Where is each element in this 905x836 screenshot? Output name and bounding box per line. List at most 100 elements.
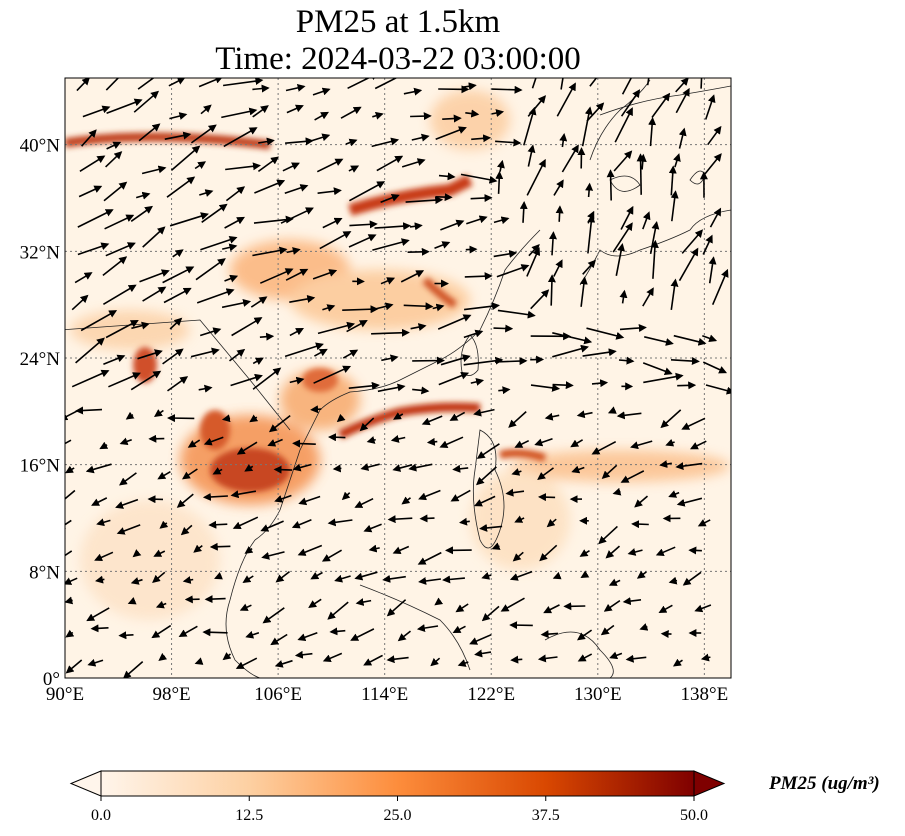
wind-arrow <box>275 570 290 583</box>
wind-arrow <box>622 597 642 606</box>
wind-arrow <box>493 324 514 333</box>
wind-arrow <box>314 111 329 121</box>
wind-arrow <box>348 381 380 390</box>
wind-arrow <box>200 235 238 251</box>
wind-arrow <box>65 550 73 557</box>
wind-arrow <box>125 411 135 420</box>
wind-arrow <box>618 356 635 365</box>
wind-arrow <box>434 241 451 249</box>
wind-arrow <box>244 464 254 472</box>
wind-arrow <box>187 439 201 448</box>
wind-arrow <box>434 597 444 606</box>
wind-arrow <box>439 436 464 448</box>
wind-arrow <box>465 109 480 118</box>
wind-arrow <box>368 544 380 553</box>
wind-arrow <box>102 256 128 277</box>
wind-arrow <box>321 549 343 562</box>
wind-arrow <box>242 575 254 583</box>
wind-arrow <box>261 551 285 560</box>
wind-arrow <box>442 575 465 584</box>
wind-arrow <box>442 114 462 123</box>
wind-arrow <box>350 628 375 641</box>
wind-arrow <box>285 268 309 281</box>
map-title: PM25 at 1.5km <box>295 4 501 40</box>
wind-arrow <box>426 437 438 446</box>
wind-arrow <box>586 327 625 340</box>
wind-arrow <box>65 659 83 674</box>
wind-arrow <box>608 578 621 586</box>
wind-arrow <box>249 414 259 423</box>
wind-arrow <box>198 384 213 393</box>
wind-arrow <box>466 215 488 225</box>
wind-arrow <box>675 462 703 471</box>
wind-vectors <box>65 78 731 678</box>
wind-arrow <box>95 575 105 584</box>
wind-arrow <box>401 158 426 168</box>
wind-arrow <box>349 181 386 202</box>
wind-arrow <box>94 551 114 562</box>
wind-arrow <box>130 205 154 222</box>
wind-arrow <box>381 354 399 363</box>
wind-arrow <box>512 551 524 562</box>
wind-arrow <box>280 207 314 224</box>
wind-arrow <box>498 386 511 395</box>
wind-arrow <box>366 436 376 444</box>
wind-arrow <box>252 246 288 257</box>
wind-arrow <box>312 87 331 96</box>
wind-arrow <box>153 549 166 557</box>
wind-arrow <box>407 247 430 256</box>
wind-arrow <box>354 571 378 581</box>
wind-arrow <box>464 302 500 311</box>
wind-arrow <box>76 78 91 92</box>
wind-arrow <box>552 344 589 358</box>
wind-arrow <box>531 78 537 89</box>
wind-arrow <box>208 520 228 529</box>
wind-arrow <box>700 78 703 89</box>
wind-arrow <box>376 155 404 172</box>
wind-arrow <box>340 106 362 119</box>
wind-arrow <box>71 369 110 388</box>
wind-arrow <box>481 571 492 580</box>
wind-arrow <box>403 87 423 96</box>
wind-arrow <box>670 357 700 366</box>
wind-arrow <box>85 463 112 474</box>
wind-arrow <box>239 603 252 611</box>
wind-arrow <box>582 259 596 275</box>
wind-arrow <box>417 551 442 565</box>
wind-arrow <box>65 465 75 474</box>
wind-arrow <box>673 153 681 168</box>
wind-arrow <box>474 495 496 507</box>
wind-arrow <box>169 112 188 120</box>
wind-arrow <box>452 464 469 473</box>
wind-arrow <box>615 243 626 276</box>
wind-arrow <box>102 284 137 305</box>
wind-arrow <box>167 376 189 392</box>
wind-arrow <box>673 334 707 346</box>
wind-arrow <box>158 652 168 661</box>
wind-arrow <box>139 269 170 283</box>
wind-arrow <box>166 176 196 198</box>
wind-arrow <box>286 247 301 255</box>
wind-arrow <box>78 185 103 198</box>
wind-arrow <box>601 464 618 479</box>
wind-arrow <box>105 151 123 168</box>
wind-arrow <box>250 296 268 308</box>
wind-arrow <box>616 411 642 420</box>
wind-arrow <box>621 78 633 95</box>
wind-arrow <box>668 490 680 498</box>
wind-arrow <box>119 472 137 486</box>
wind-arrow <box>262 607 285 624</box>
wind-arrow <box>600 624 615 636</box>
wind-arrow <box>360 463 380 471</box>
wind-arrow <box>199 327 222 337</box>
wind-arrow <box>90 624 109 633</box>
wind-arrow <box>254 179 286 194</box>
wind-arrow <box>363 523 382 533</box>
colorbar-units-label: PM25 (ug/m³) <box>769 773 880 794</box>
lat-tick-label: 0° <box>43 669 60 690</box>
wind-arrow <box>681 229 704 254</box>
wind-arrow <box>322 217 343 229</box>
wind-arrow <box>274 494 292 503</box>
lon-tick-label: 98°E <box>152 684 190 705</box>
wind-arrow <box>130 577 143 585</box>
